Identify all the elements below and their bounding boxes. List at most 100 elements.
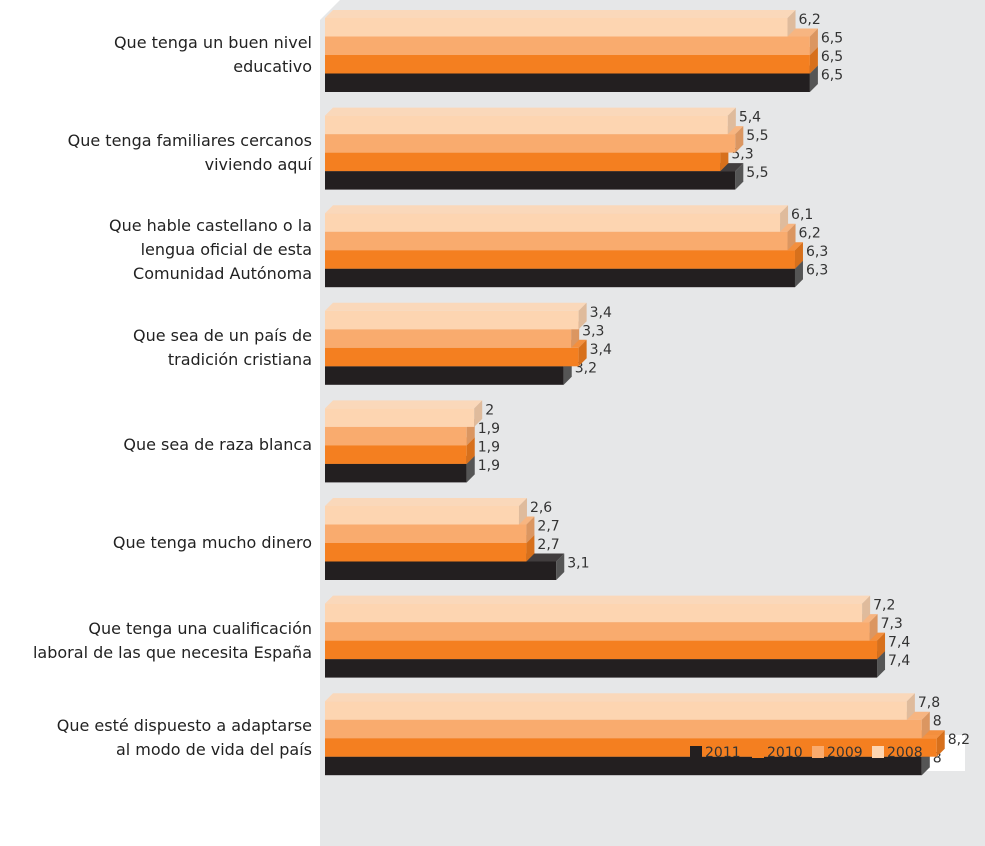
bar [325, 756, 922, 776]
bar [325, 408, 475, 427]
bar [325, 73, 810, 92]
value-label: 5,4 [739, 110, 761, 126]
category-label: Que esté dispuesto a adaptarse al modo d… [56, 716, 312, 760]
bar-side [906, 693, 915, 720]
bar-side [862, 595, 871, 623]
bar [325, 36, 810, 55]
bar [325, 622, 870, 641]
bar [325, 463, 467, 483]
value-label: 6,3 [806, 263, 828, 279]
value-label: 2,7 [537, 519, 559, 535]
bar-top [325, 302, 587, 311]
bar-side [578, 302, 587, 330]
bar [325, 561, 557, 580]
value-label: 5,5 [746, 128, 768, 144]
value-label: 8,2 [948, 732, 970, 748]
bar [325, 213, 781, 232]
bar [325, 115, 728, 135]
bar-top [325, 10, 796, 18]
bar [325, 55, 810, 74]
value-label: 8 [933, 751, 942, 767]
bar-side [556, 553, 565, 580]
bar-side [877, 651, 886, 678]
category-label: Que sea de raza blanca [123, 435, 312, 455]
bar-side [727, 107, 736, 135]
bar-side [466, 437, 475, 464]
value-label: 8 [933, 714, 942, 730]
category-label: Que tenga familiares cercanos viviendo a… [67, 130, 312, 174]
bar [325, 329, 572, 348]
bar [325, 543, 527, 562]
bar [325, 268, 795, 288]
bar-side [526, 535, 535, 562]
category-label: Que sea de un país de tradición cristian… [132, 325, 312, 369]
category-label: Que tenga mucho dinero [112, 533, 312, 552]
bar-top [325, 400, 483, 409]
bar-side [936, 730, 945, 757]
value-label: 3,3 [582, 323, 604, 339]
bar-side [809, 47, 818, 74]
value-label: 6,5 [821, 49, 843, 65]
value-label: 3,4 [590, 305, 612, 321]
legend-swatch [752, 746, 764, 758]
category-label: Que tenga un buen nivel educativo [113, 33, 312, 76]
bar-side [526, 516, 535, 543]
value-label: 6,5 [821, 68, 843, 84]
bar-side [474, 400, 483, 427]
bar [325, 250, 795, 269]
legend-label: 2008 [887, 745, 923, 761]
bar [325, 310, 579, 330]
bar [325, 738, 937, 757]
bar [325, 506, 519, 525]
bar [325, 366, 564, 385]
bar-side [921, 711, 930, 739]
value-label: 2,6 [530, 500, 552, 516]
value-label: 5,5 [746, 165, 768, 181]
bar-top [325, 205, 789, 214]
value-label: 3,4 [590, 342, 612, 358]
value-label: 1,9 [478, 421, 500, 437]
bar-side [735, 126, 744, 153]
bar-top [325, 107, 736, 116]
bar [325, 152, 721, 172]
bar-top [325, 693, 915, 702]
bar-side [794, 260, 803, 288]
value-label: 6,2 [799, 12, 821, 28]
bar-side [578, 339, 587, 367]
legend-swatch [872, 746, 884, 758]
value-label: 7,2 [873, 598, 895, 614]
bar-side [809, 28, 818, 55]
bar-side [869, 614, 878, 641]
bar-side [735, 163, 744, 190]
value-label: 3,1 [567, 556, 589, 572]
bar-top [325, 595, 871, 604]
value-label: 2 [485, 402, 494, 418]
legend-label: 2011 [705, 745, 741, 761]
bar [325, 426, 467, 446]
bar-side [794, 242, 803, 269]
bar-side [787, 10, 796, 37]
value-label: 7,4 [888, 635, 910, 651]
bar [325, 347, 579, 367]
legend-label: 2010 [767, 745, 803, 761]
bar [325, 640, 878, 660]
value-label: 1,9 [478, 439, 500, 455]
value-label: 2,7 [537, 537, 559, 553]
bar-side [780, 205, 789, 232]
bar [325, 134, 736, 153]
bar [325, 701, 907, 720]
bar [325, 603, 863, 623]
category-label: Que tenga una cualificación laboral de l… [32, 618, 312, 662]
bar [325, 171, 736, 190]
value-label: 6,3 [806, 244, 828, 260]
bar [325, 659, 878, 678]
bar [325, 445, 467, 464]
value-label: 6,1 [791, 207, 813, 223]
bar [325, 524, 527, 543]
bar-side [877, 632, 886, 660]
bar [325, 231, 788, 251]
value-label: 6,2 [799, 226, 821, 242]
bar-side [466, 455, 475, 483]
